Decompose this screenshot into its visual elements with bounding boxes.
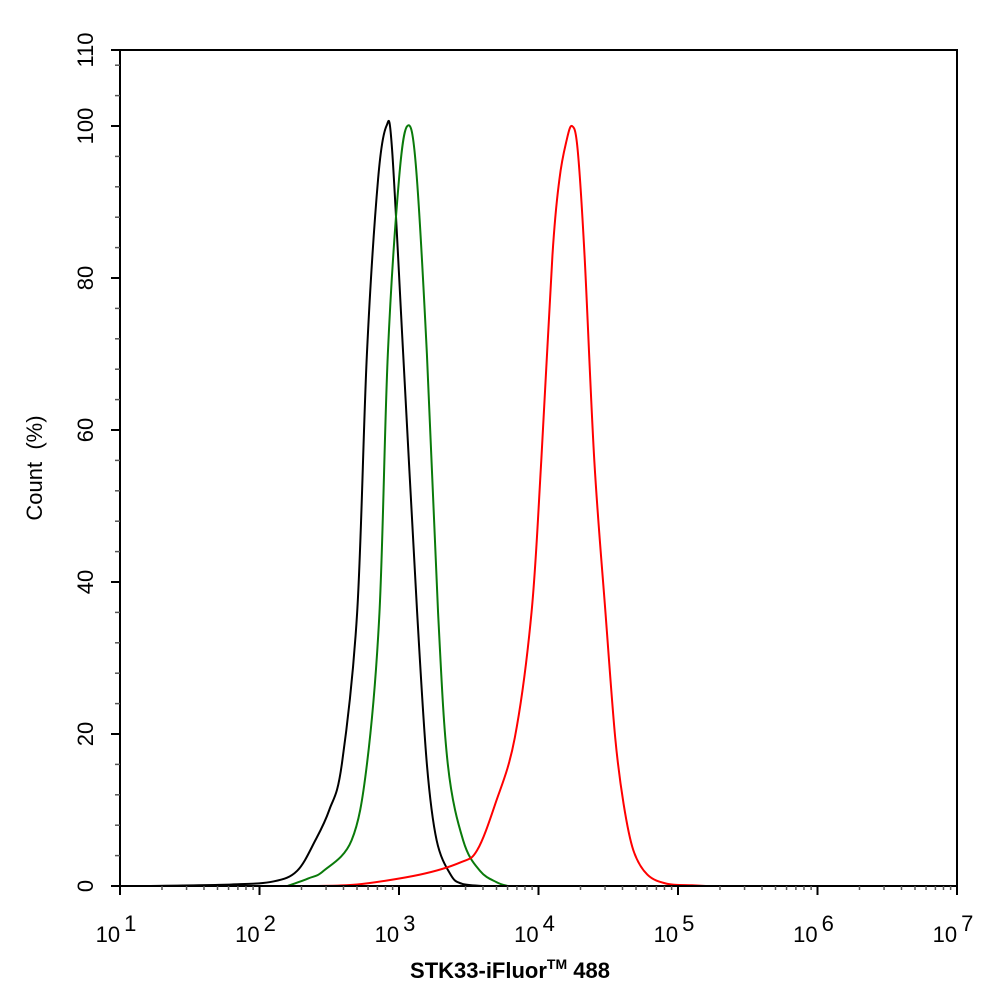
- y-axis-title: Count (%): [22, 415, 47, 520]
- y-axis: 0 20 40 60 80 100 110: [73, 32, 120, 892]
- x-axis-title: STK33-iFluorTM 488: [410, 956, 610, 983]
- x-tick-label: 10 1: [96, 911, 137, 947]
- x-tick-label: 10 5: [654, 911, 695, 947]
- y-tick-label: 80: [73, 266, 98, 290]
- y-tick-label: 100: [73, 108, 98, 145]
- x-tick-label: 10 6: [793, 911, 834, 947]
- y-tick-label: 0: [73, 880, 98, 892]
- y-tick-label: 20: [73, 722, 98, 746]
- x-tick-label: 10 3: [375, 911, 416, 947]
- x-axis: 10 1 10 2 10 3 10 4 10 5 10 6 10 7: [96, 886, 974, 947]
- curves: [147, 119, 706, 887]
- x-tick-label: 10 2: [235, 911, 276, 947]
- x-tick-label: 10 7: [933, 911, 974, 947]
- series-green-curve: [287, 124, 509, 887]
- x-tick-label: 10 4: [514, 911, 555, 947]
- y-tick-label: 110: [73, 32, 98, 67]
- plot-frame: [119, 49, 958, 887]
- series-red-curve: [315, 124, 706, 887]
- y-tick-label: 40: [73, 570, 98, 594]
- y-tick-label: 60: [73, 418, 98, 442]
- series-black-curve: [147, 119, 483, 887]
